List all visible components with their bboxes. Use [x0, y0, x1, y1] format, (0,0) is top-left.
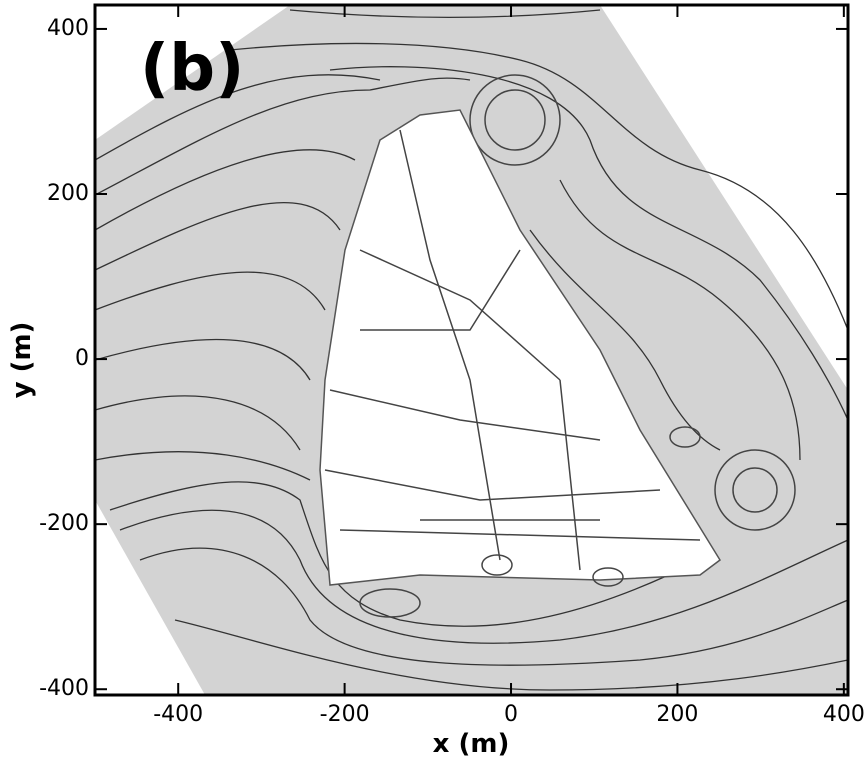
streamline: [329, 66, 848, 421]
streamline: [95, 201, 341, 271]
vortex: [484, 89, 546, 151]
streamline: [559, 179, 801, 461]
y-tick-label: -200: [39, 511, 89, 536]
y-tick-label: 0: [75, 346, 89, 371]
streamline: [529, 229, 721, 451]
streamline: [95, 338, 311, 381]
x-tick-label: 200: [656, 702, 698, 727]
streamline: [95, 451, 311, 481]
eddy: [669, 426, 701, 448]
streamline: [95, 271, 326, 311]
eddy: [359, 588, 421, 618]
y-tick-label: -400: [39, 676, 89, 701]
x-axis-label: x (m): [433, 729, 510, 759]
streamline: [289, 9, 601, 19]
vortex: [732, 467, 778, 513]
streamline: [95, 77, 471, 196]
streamline: [95, 395, 301, 451]
streamline: [95, 74, 381, 161]
street: [324, 129, 701, 571]
streamline: [119, 509, 848, 644]
y-tick-label: 200: [47, 181, 89, 206]
x-tick-label: 400: [823, 702, 865, 727]
x-tick-label: 0: [504, 702, 518, 727]
flow-field: [95, 5, 848, 695]
vortex: [714, 449, 796, 531]
x-tick-label: -400: [153, 702, 203, 727]
streamline: [109, 481, 701, 627]
x-tick-label: -200: [320, 702, 370, 727]
plot-frame: [93, 3, 850, 697]
streamline: [139, 547, 848, 666]
streamline: [229, 42, 848, 331]
streamline: [174, 619, 848, 691]
y-tick-label: 400: [47, 16, 89, 41]
y-axis-label: y (m): [7, 322, 37, 399]
streamline: [95, 149, 356, 231]
vortex: [469, 74, 561, 166]
panel-label: (b): [140, 32, 244, 106]
eddy: [592, 567, 624, 587]
urban-area: [319, 109, 721, 586]
eddy: [481, 554, 513, 576]
